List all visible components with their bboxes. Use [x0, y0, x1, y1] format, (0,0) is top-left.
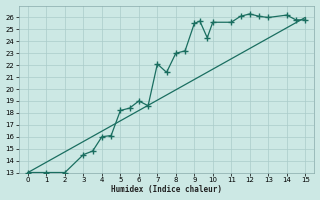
X-axis label: Humidex (Indice chaleur): Humidex (Indice chaleur)	[111, 185, 222, 194]
